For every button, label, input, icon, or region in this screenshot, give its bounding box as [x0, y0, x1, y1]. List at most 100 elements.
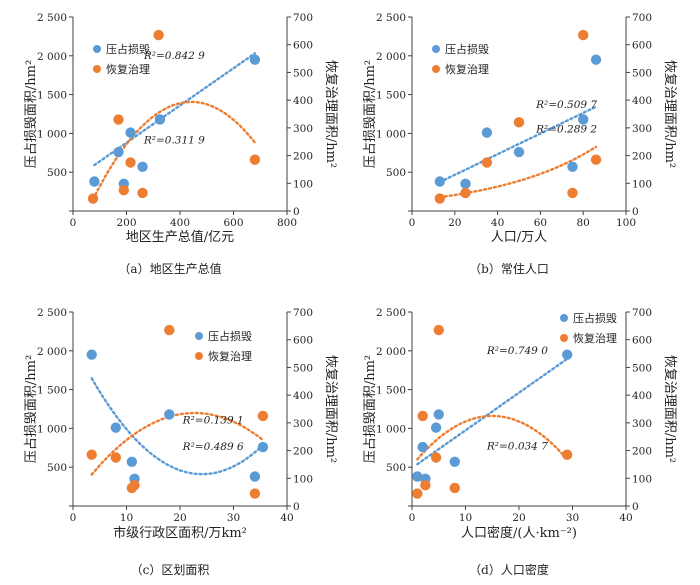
- restore-point: [164, 324, 175, 336]
- r-squared-label: R²=0.034 7: [486, 440, 548, 452]
- r-squared-label: R²=0.509 7: [535, 99, 597, 111]
- y-tick-label: 2 000: [376, 346, 406, 358]
- y2-tick-label: 600: [293, 335, 313, 347]
- y-tick-label: 1 000: [37, 128, 67, 140]
- restore-point: [590, 154, 602, 165]
- legend-restore-label: 恢复治理: [445, 62, 489, 76]
- loss-point: [561, 349, 573, 360]
- y2-tick-label: 200: [293, 151, 313, 163]
- legend-loss-label: 压占损毁: [106, 42, 150, 56]
- x-tick-label: 0: [409, 512, 416, 524]
- y2-tick-label: 0: [632, 501, 639, 513]
- y2-tick-label: 300: [293, 123, 313, 135]
- legend-restore-label: 恢复治理: [106, 62, 150, 76]
- y2-tick-label: 0: [293, 206, 300, 218]
- r-squared-label: R²=0.139 1: [182, 415, 244, 427]
- loss-point: [113, 146, 124, 158]
- y-tick-label: 2 000: [37, 51, 67, 63]
- restore-point: [125, 157, 136, 168]
- y2-tick-label: 700: [632, 12, 652, 24]
- r-squared-label: R²=0.311 9: [143, 134, 205, 146]
- restore-point: [430, 452, 442, 463]
- loss-point: [125, 127, 136, 138]
- panel-caption: （a）地区生产总值: [118, 261, 221, 276]
- x-tick-label: 20: [448, 217, 461, 229]
- legend-loss-label: 压占损毁: [445, 42, 489, 56]
- restore-point: [513, 117, 525, 128]
- r-squared-label: R²=0.842 9: [143, 50, 205, 62]
- loss-point: [434, 176, 446, 187]
- loss-trendline: [438, 105, 598, 184]
- legend-loss-marker: [195, 332, 203, 340]
- y2-axis-title: 恢复治理面积/hm²: [662, 60, 677, 168]
- legend-restore-marker: [432, 65, 440, 73]
- y-tick-label: 2 000: [37, 346, 67, 358]
- y2-tick-label: 600: [632, 40, 652, 52]
- restore-point: [257, 410, 269, 422]
- x-tick-label: 80: [577, 217, 590, 229]
- restore-point: [86, 449, 97, 460]
- r-squared-label: R²=0.749 0: [486, 345, 548, 357]
- y-tick-label: 500: [386, 167, 406, 179]
- y-tick-label: 500: [386, 462, 406, 474]
- legend-loss-marker: [432, 45, 440, 53]
- restore-point: [481, 157, 493, 168]
- y2-tick-label: 0: [293, 501, 300, 513]
- x-tick-label: 400: [170, 217, 190, 229]
- loss-point: [412, 471, 423, 482]
- x-axis-title: 人口密度/(人·km⁻²): [461, 525, 577, 541]
- y2-tick-label: 200: [293, 446, 313, 458]
- y2-tick-label: 0: [632, 206, 639, 218]
- loss-point: [417, 441, 428, 453]
- y-tick-label: 1 000: [37, 423, 67, 435]
- loss-point: [126, 456, 138, 467]
- x-tick-label: 800: [277, 217, 297, 229]
- x-tick-label: 20: [512, 512, 525, 524]
- loss-point: [154, 114, 166, 125]
- x-tick-label: 600: [223, 217, 243, 229]
- y-tick-label: 500: [47, 462, 67, 474]
- loss-point: [249, 54, 261, 65]
- y-tick-label: 2 000: [376, 51, 406, 63]
- y-tick-label: 1 500: [376, 385, 406, 397]
- x-axis-title: 市级行政区面积/万km²: [113, 525, 247, 541]
- loss-point: [481, 127, 493, 138]
- y-axis-title: 压占损毁面积/hm²: [363, 355, 378, 463]
- x-tick-label: 20: [173, 512, 186, 524]
- restore-point: [433, 324, 444, 336]
- loss-point: [89, 176, 100, 187]
- y2-tick-label: 700: [293, 12, 313, 24]
- loss-point: [567, 161, 578, 172]
- panel-caption: （c）区划面积: [131, 563, 210, 577]
- y2-tick-label: 600: [632, 335, 652, 347]
- x-tick-label: 10: [459, 512, 472, 524]
- y2-tick-label: 500: [632, 67, 652, 79]
- x-axis-title: 人口/万人: [491, 230, 547, 245]
- restore-point: [460, 187, 471, 199]
- y2-tick-label: 100: [632, 473, 652, 485]
- x-tick-label: 10: [120, 512, 133, 524]
- restore-point: [113, 114, 124, 125]
- y2-tick-label: 200: [632, 446, 652, 458]
- y-tick-label: 1 500: [376, 90, 406, 102]
- restore-point: [87, 193, 99, 204]
- y-tick-label: 2 500: [37, 12, 67, 24]
- y2-tick-label: 700: [632, 307, 652, 319]
- panel-caption: （b）常住人口: [469, 262, 549, 276]
- restore-point: [118, 185, 130, 196]
- r-squared-label: R²=0.289 2: [535, 124, 597, 136]
- y-tick-label: 2 500: [37, 307, 67, 319]
- restore-point: [561, 449, 573, 460]
- loss-point: [249, 471, 261, 482]
- panel-caption: （d）人口密度: [469, 562, 549, 577]
- loss-point: [86, 349, 97, 360]
- restore-point: [434, 193, 446, 204]
- restore-trendline: [91, 100, 257, 201]
- restore-point: [567, 187, 578, 199]
- x-tick-label: 60: [534, 217, 547, 229]
- restore-point: [449, 482, 460, 494]
- legend-restore-marker: [93, 65, 101, 73]
